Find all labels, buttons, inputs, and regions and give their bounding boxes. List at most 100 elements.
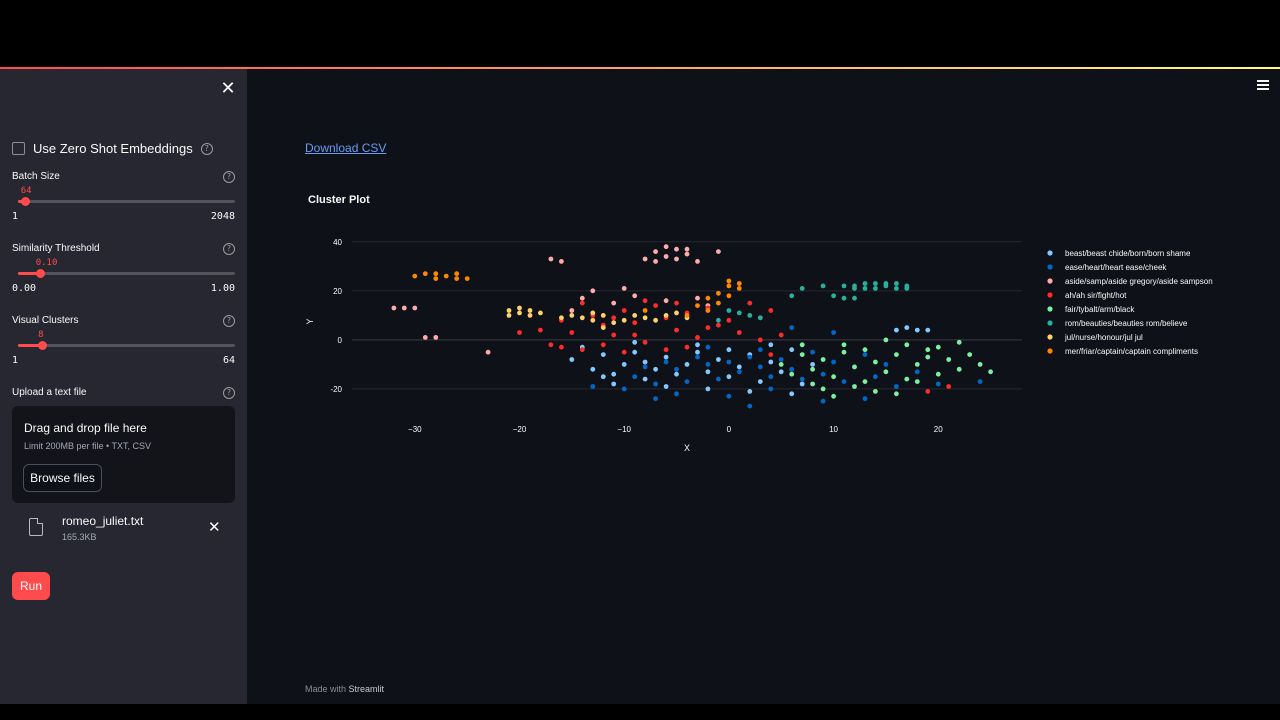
scatter-point[interactable] xyxy=(548,342,554,348)
scatter-point[interactable] xyxy=(517,330,522,335)
scatter-point[interactable] xyxy=(873,374,878,380)
scatter-point[interactable] xyxy=(956,366,962,372)
scatter-point[interactable] xyxy=(600,352,606,357)
scatter-point[interactable] xyxy=(789,366,795,372)
scatter-point[interactable] xyxy=(642,339,648,345)
scatter-point[interactable] xyxy=(695,342,700,348)
scatter-point[interactable] xyxy=(977,379,983,384)
scatter-point[interactable] xyxy=(799,342,805,348)
legend-item[interactable]: jul/nurse/honour/jul jul xyxy=(1064,333,1143,342)
scatter-point[interactable] xyxy=(757,337,763,343)
scatter-point[interactable] xyxy=(653,259,658,264)
scatter-point[interactable] xyxy=(569,357,575,362)
scatter-point[interactable] xyxy=(422,271,428,277)
scatter-point[interactable] xyxy=(716,290,721,296)
legend-marker[interactable] xyxy=(1047,348,1053,354)
scatter-point[interactable] xyxy=(852,364,857,370)
scatter-point[interactable] xyxy=(621,317,627,323)
scatter-point[interactable] xyxy=(925,347,931,353)
scatter-point[interactable] xyxy=(600,374,606,380)
scatter-point[interactable] xyxy=(663,254,669,259)
scatter-point[interactable] xyxy=(736,369,742,375)
scatter-point[interactable] xyxy=(883,369,889,375)
scatter-point[interactable] xyxy=(904,342,910,348)
scatter-point[interactable] xyxy=(663,359,669,365)
scatter-point[interactable] xyxy=(674,246,679,252)
scatter-point[interactable] xyxy=(590,384,596,389)
scatter-point[interactable] xyxy=(559,259,564,264)
legend-item[interactable]: mer/friar/captain/captain compliments xyxy=(1065,347,1198,356)
scatter-point[interactable] xyxy=(569,313,575,318)
scatter-point[interactable] xyxy=(810,366,815,372)
scatter-point[interactable] xyxy=(747,313,753,318)
scatter-point[interactable] xyxy=(653,249,658,255)
scatter-point[interactable] xyxy=(726,293,732,299)
scatter-point[interactable] xyxy=(841,379,847,384)
scatter-point[interactable] xyxy=(726,374,732,380)
scatter-point[interactable] xyxy=(642,315,648,321)
scatter-point[interactable] xyxy=(705,386,711,392)
scatter-point[interactable] xyxy=(747,300,753,306)
scatter-point[interactable] xyxy=(632,320,638,326)
scatter-point[interactable] xyxy=(642,298,648,304)
help-icon[interactable]: ? xyxy=(223,315,235,327)
scatter-point[interactable] xyxy=(590,366,596,372)
legend-item[interactable]: ease/heart/heart ease/cheek xyxy=(1065,263,1167,272)
scatter-point[interactable] xyxy=(789,293,795,299)
legend-item[interactable]: aside/samp/aside gregory/aside sampson xyxy=(1065,277,1213,286)
scatter-point[interactable] xyxy=(789,391,795,397)
scatter-point[interactable] xyxy=(768,359,774,365)
scatter-point[interactable] xyxy=(988,369,993,375)
scatter-point[interactable] xyxy=(736,286,742,291)
scatter-point[interactable] xyxy=(726,393,732,399)
scatter-point[interactable] xyxy=(684,246,690,252)
scatter-point[interactable] xyxy=(716,357,721,362)
scatter-point[interactable] xyxy=(914,327,920,333)
footer-brand-link[interactable]: Streamlit xyxy=(348,684,385,694)
scatter-point[interactable] xyxy=(684,344,690,350)
scatter-point[interactable] xyxy=(611,381,617,387)
scatter-point[interactable] xyxy=(820,371,826,377)
scatter-point[interactable] xyxy=(831,393,836,399)
scatter-point[interactable] xyxy=(778,357,784,362)
scatter-point[interactable] xyxy=(778,362,784,367)
scatter-point[interactable] xyxy=(852,286,857,291)
similarity-threshold-thumb[interactable] xyxy=(35,269,45,278)
scatter-point[interactable] xyxy=(611,371,617,377)
scatter-point[interactable] xyxy=(789,347,795,353)
scatter-point[interactable] xyxy=(485,349,491,355)
run-button[interactable]: Run xyxy=(12,572,50,600)
scatter-point[interactable] xyxy=(831,359,836,365)
scatter-point[interactable] xyxy=(653,317,658,323)
scatter-point[interactable] xyxy=(716,300,721,306)
scatter-point[interactable] xyxy=(935,381,941,387)
scatter-point[interactable] xyxy=(862,281,868,286)
scatter-point[interactable] xyxy=(632,332,638,338)
browse-files-button[interactable]: Browse files xyxy=(23,464,102,492)
scatter-point[interactable] xyxy=(716,322,721,328)
scatter-point[interactable] xyxy=(789,325,795,330)
scatter-point[interactable] xyxy=(642,376,648,382)
scatter-point[interactable] xyxy=(579,347,585,353)
scatter-point[interactable] xyxy=(894,281,899,286)
scatter-point[interactable] xyxy=(653,366,658,372)
scatter-point[interactable] xyxy=(894,384,899,389)
scatter-point[interactable] xyxy=(831,374,836,380)
scatter-point[interactable] xyxy=(705,325,711,330)
scatter-point[interactable] xyxy=(527,313,533,318)
scatter-point[interactable] xyxy=(632,349,638,355)
scatter-point[interactable] xyxy=(925,354,931,360)
scatter-point[interactable] xyxy=(778,332,784,338)
scatter-point[interactable] xyxy=(454,276,460,281)
scatter-point[interactable] xyxy=(894,352,899,357)
scatter-point[interactable] xyxy=(684,251,690,257)
scatter-point[interactable] xyxy=(747,389,753,394)
scatter-point[interactable] xyxy=(684,379,690,384)
scatter-point[interactable] xyxy=(433,276,439,281)
scatter-point[interactable] xyxy=(705,308,711,313)
scatter-point[interactable] xyxy=(914,369,920,375)
scatter-point[interactable] xyxy=(695,303,700,308)
scatter-point[interactable] xyxy=(611,315,617,321)
scatter-point[interactable] xyxy=(768,386,774,392)
scatter-point[interactable] xyxy=(653,396,658,402)
